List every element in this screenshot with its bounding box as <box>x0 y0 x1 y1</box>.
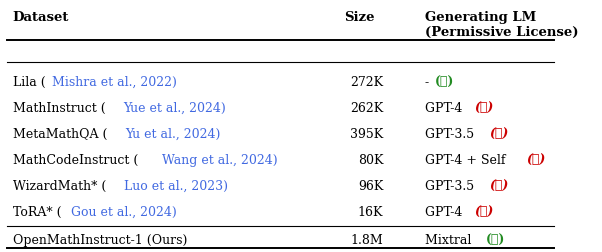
Text: (✗): (✗) <box>475 102 494 115</box>
Text: GPT-3.5: GPT-3.5 <box>425 180 479 193</box>
Text: MetaMathQA (: MetaMathQA ( <box>13 128 107 141</box>
Text: MathCodeInstruct (: MathCodeInstruct ( <box>13 154 138 167</box>
Text: Dataset: Dataset <box>13 11 69 24</box>
Text: (✗): (✗) <box>475 206 494 219</box>
Text: WizardMath* (: WizardMath* ( <box>13 180 106 193</box>
Text: MathInstruct (: MathInstruct ( <box>13 102 105 115</box>
Text: 272K: 272K <box>350 76 383 89</box>
Text: 395K: 395K <box>350 128 383 141</box>
Text: Mixtral: Mixtral <box>425 234 476 247</box>
Text: 1.8M: 1.8M <box>350 234 383 247</box>
Text: 80K: 80K <box>358 154 383 167</box>
Text: (✗): (✗) <box>489 128 508 141</box>
Text: OpenMathInstruct-1 (Ours): OpenMathInstruct-1 (Ours) <box>13 234 187 247</box>
Text: GPT-3.5: GPT-3.5 <box>425 128 479 141</box>
Text: Generating LM
(Permissive License): Generating LM (Permissive License) <box>425 11 579 39</box>
Text: Yue et al., 2024): Yue et al., 2024) <box>123 102 226 115</box>
Text: 262K: 262K <box>350 102 383 115</box>
Text: Lila (: Lila ( <box>13 76 45 89</box>
Text: Wang et al., 2024): Wang et al., 2024) <box>163 154 278 167</box>
Text: (✓): (✓) <box>485 234 505 247</box>
Text: Size: Size <box>344 11 375 24</box>
Text: (✗): (✗) <box>489 180 508 193</box>
Text: (✗): (✗) <box>526 154 545 167</box>
Text: Gou et al., 2024): Gou et al., 2024) <box>70 206 176 219</box>
Text: 16K: 16K <box>358 206 383 219</box>
Text: Yu et al., 2024): Yu et al., 2024) <box>125 128 221 141</box>
Text: GPT-4: GPT-4 <box>425 206 467 219</box>
Text: (✓): (✓) <box>435 76 455 89</box>
Text: ToRA* (: ToRA* ( <box>13 206 61 219</box>
Text: GPT-4: GPT-4 <box>425 102 467 115</box>
Text: Mishra et al., 2022): Mishra et al., 2022) <box>52 76 176 89</box>
Text: Luo et al., 2023): Luo et al., 2023) <box>124 180 228 193</box>
Text: GPT-4 + Self: GPT-4 + Self <box>425 154 510 167</box>
Text: -: - <box>425 76 433 89</box>
Text: 96K: 96K <box>358 180 383 193</box>
